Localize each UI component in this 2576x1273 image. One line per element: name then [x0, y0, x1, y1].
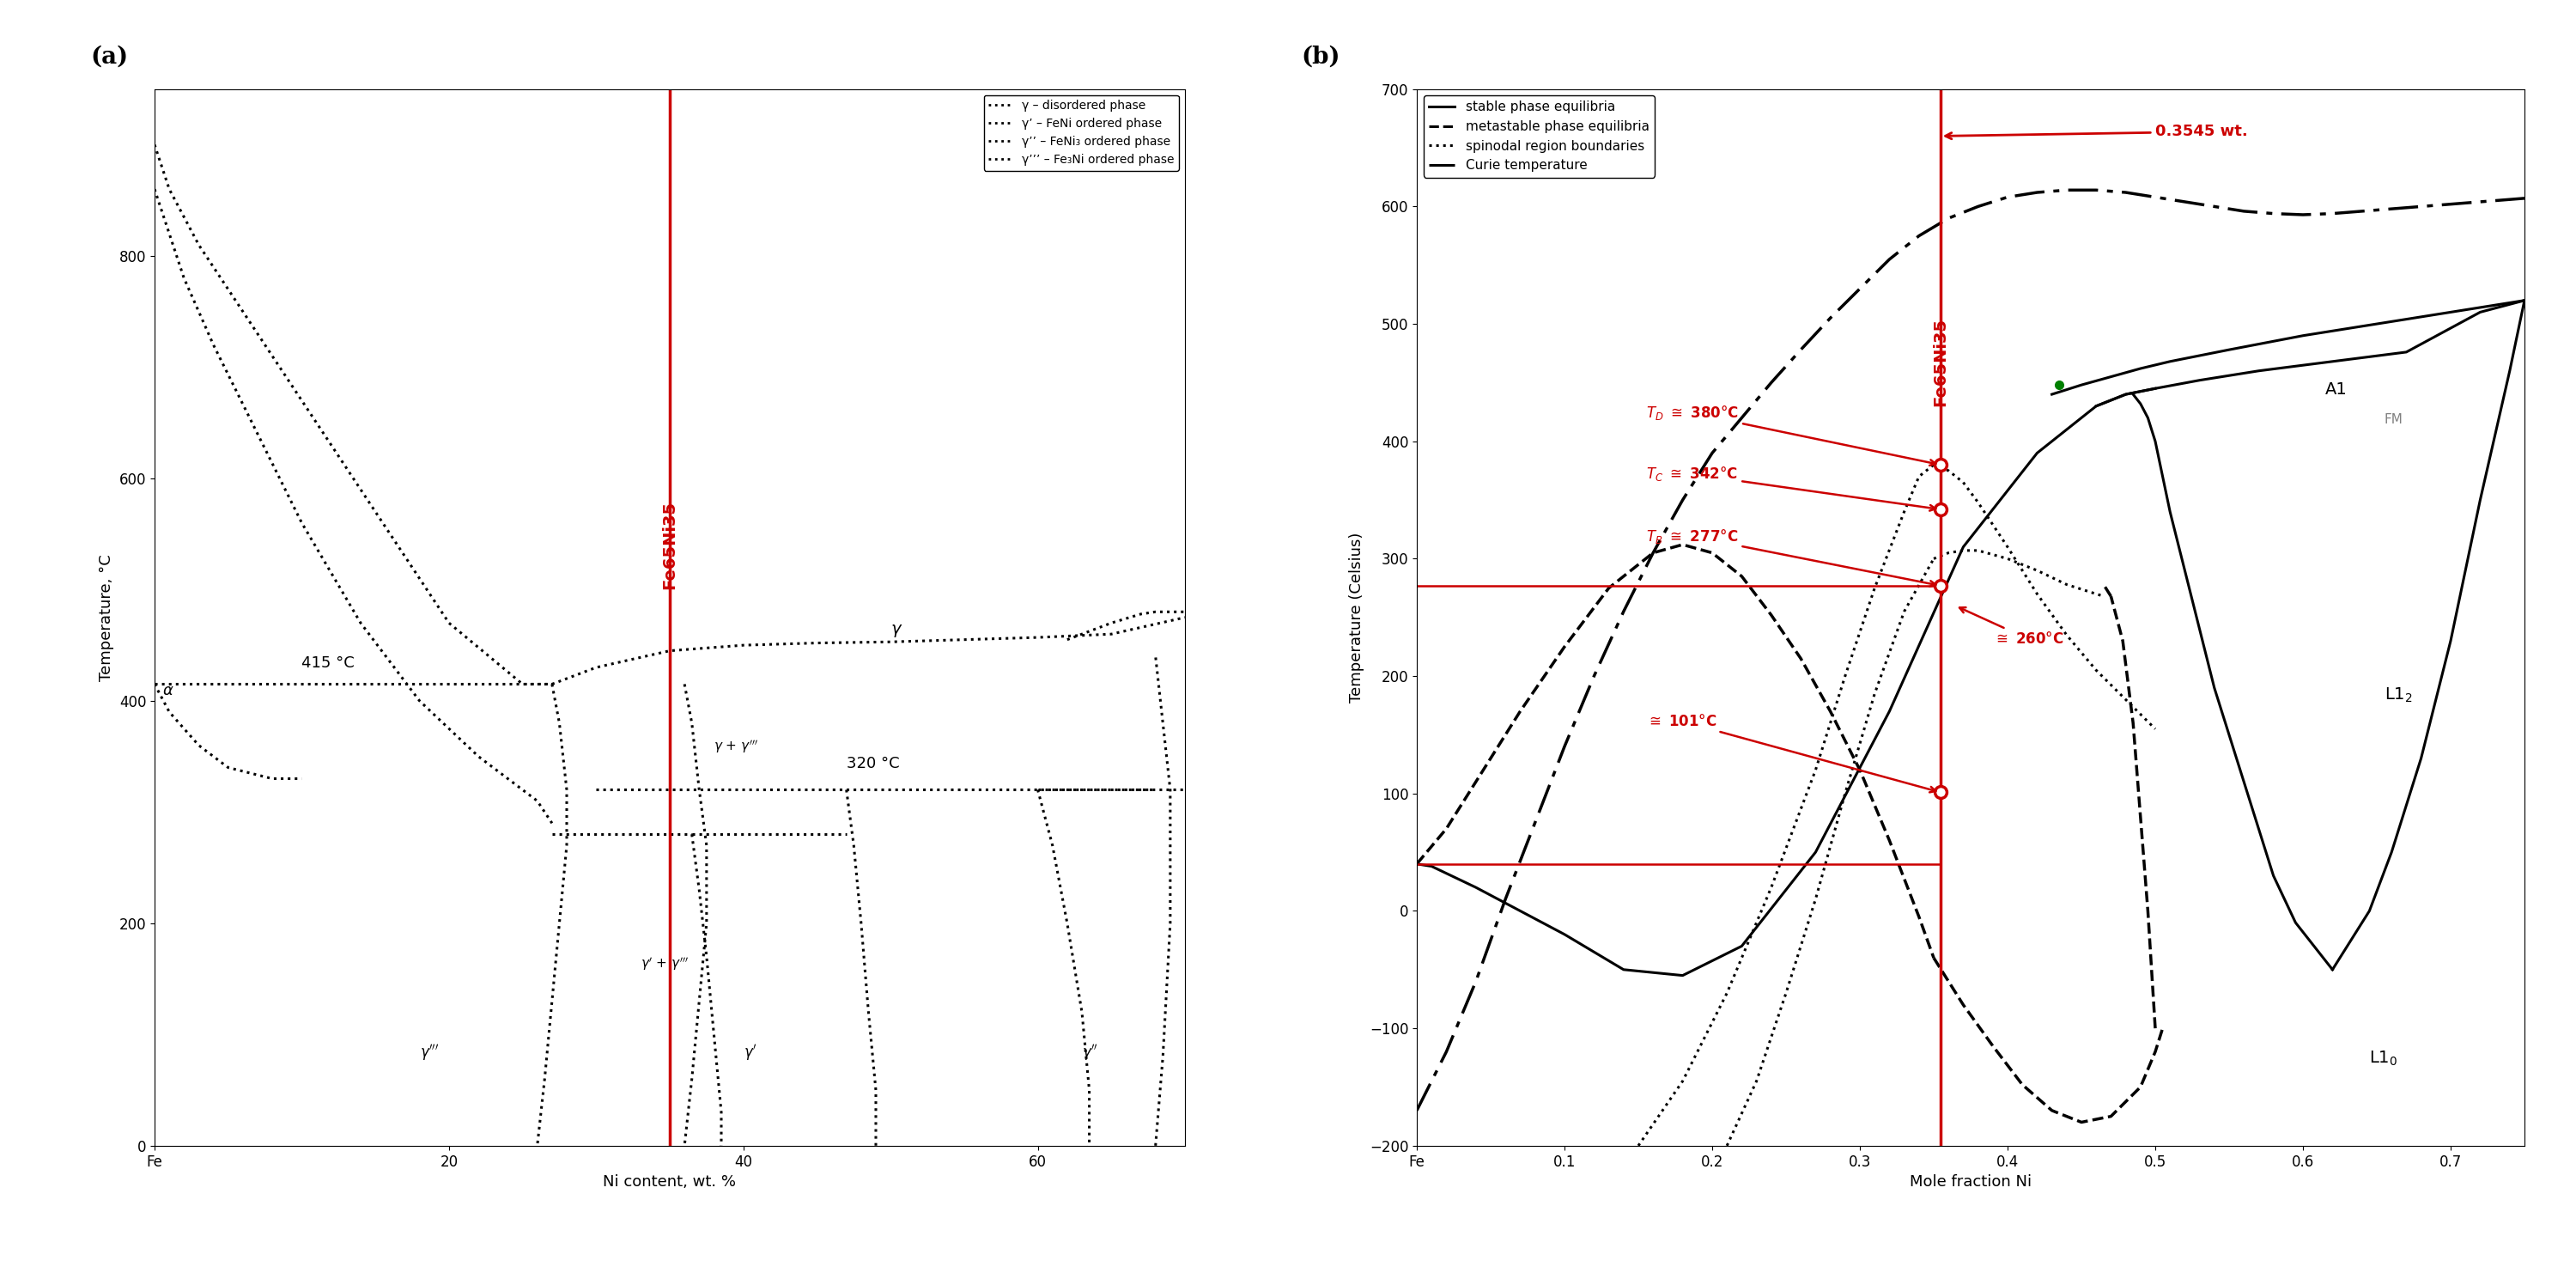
Text: $\gamma$ + $\gamma^{\prime\prime\prime}$: $\gamma$ + $\gamma^{\prime\prime\prime}$	[714, 738, 757, 755]
Text: L1$_2$: L1$_2$	[2385, 686, 2411, 704]
Legend: stable phase equilibria, metastable phase equilibria, spinodal region boundaries: stable phase equilibria, metastable phas…	[1425, 95, 1654, 177]
Text: L1$_0$: L1$_0$	[2370, 1050, 2398, 1068]
Text: 320 °C: 320 °C	[848, 756, 899, 771]
Text: $\cong$ 260°C: $\cong$ 260°C	[1960, 607, 2063, 647]
Text: $T_C$ $\cong$ 342°C: $T_C$ $\cong$ 342°C	[1646, 465, 1935, 510]
Text: FM: FM	[2385, 414, 2403, 426]
Text: $\gamma^{\prime\prime\prime}$: $\gamma^{\prime\prime\prime}$	[420, 1043, 438, 1062]
Text: $\gamma^{\prime}$ + $\gamma^{\prime\prime\prime}$: $\gamma^{\prime}$ + $\gamma^{\prime\prim…	[641, 955, 688, 973]
Legend: γ – disordered phase, γ’ – FeNi ordered phase, γ’’ – FeNi₃ ordered phase, γ’’’ –: γ – disordered phase, γ’ – FeNi ordered …	[984, 95, 1180, 171]
Text: $\cong$ 101°C: $\cong$ 101°C	[1646, 713, 1935, 792]
Text: 0.3545 wt.: 0.3545 wt.	[1945, 123, 2249, 140]
Text: A1: A1	[2326, 382, 2347, 397]
Y-axis label: Temperature (Celsius): Temperature (Celsius)	[1350, 532, 1365, 703]
Text: 415 °C: 415 °C	[301, 656, 355, 671]
Text: Fe65Ni35: Fe65Ni35	[662, 502, 677, 589]
Y-axis label: Temperature, °C: Temperature, °C	[98, 554, 113, 681]
Text: (a): (a)	[90, 46, 129, 69]
Text: $T_B$ $\cong$ 277°C: $T_B$ $\cong$ 277°C	[1646, 527, 1935, 587]
Text: (b): (b)	[1301, 46, 1340, 69]
X-axis label: Ni content, wt. %: Ni content, wt. %	[603, 1174, 737, 1190]
Text: $\gamma$: $\gamma$	[891, 622, 904, 639]
Text: $\alpha$: $\alpha$	[162, 684, 173, 699]
Text: Fe65Ni35: Fe65Ni35	[1932, 317, 1947, 406]
X-axis label: Mole fraction Ni: Mole fraction Ni	[1909, 1174, 2032, 1190]
Text: $T_D$ $\cong$ 380°C: $T_D$ $\cong$ 380°C	[1646, 404, 1935, 466]
Text: $\gamma^{\prime\prime}$: $\gamma^{\prime\prime}$	[1082, 1043, 1097, 1062]
Text: $\gamma^{\prime}$: $\gamma^{\prime}$	[744, 1043, 757, 1062]
